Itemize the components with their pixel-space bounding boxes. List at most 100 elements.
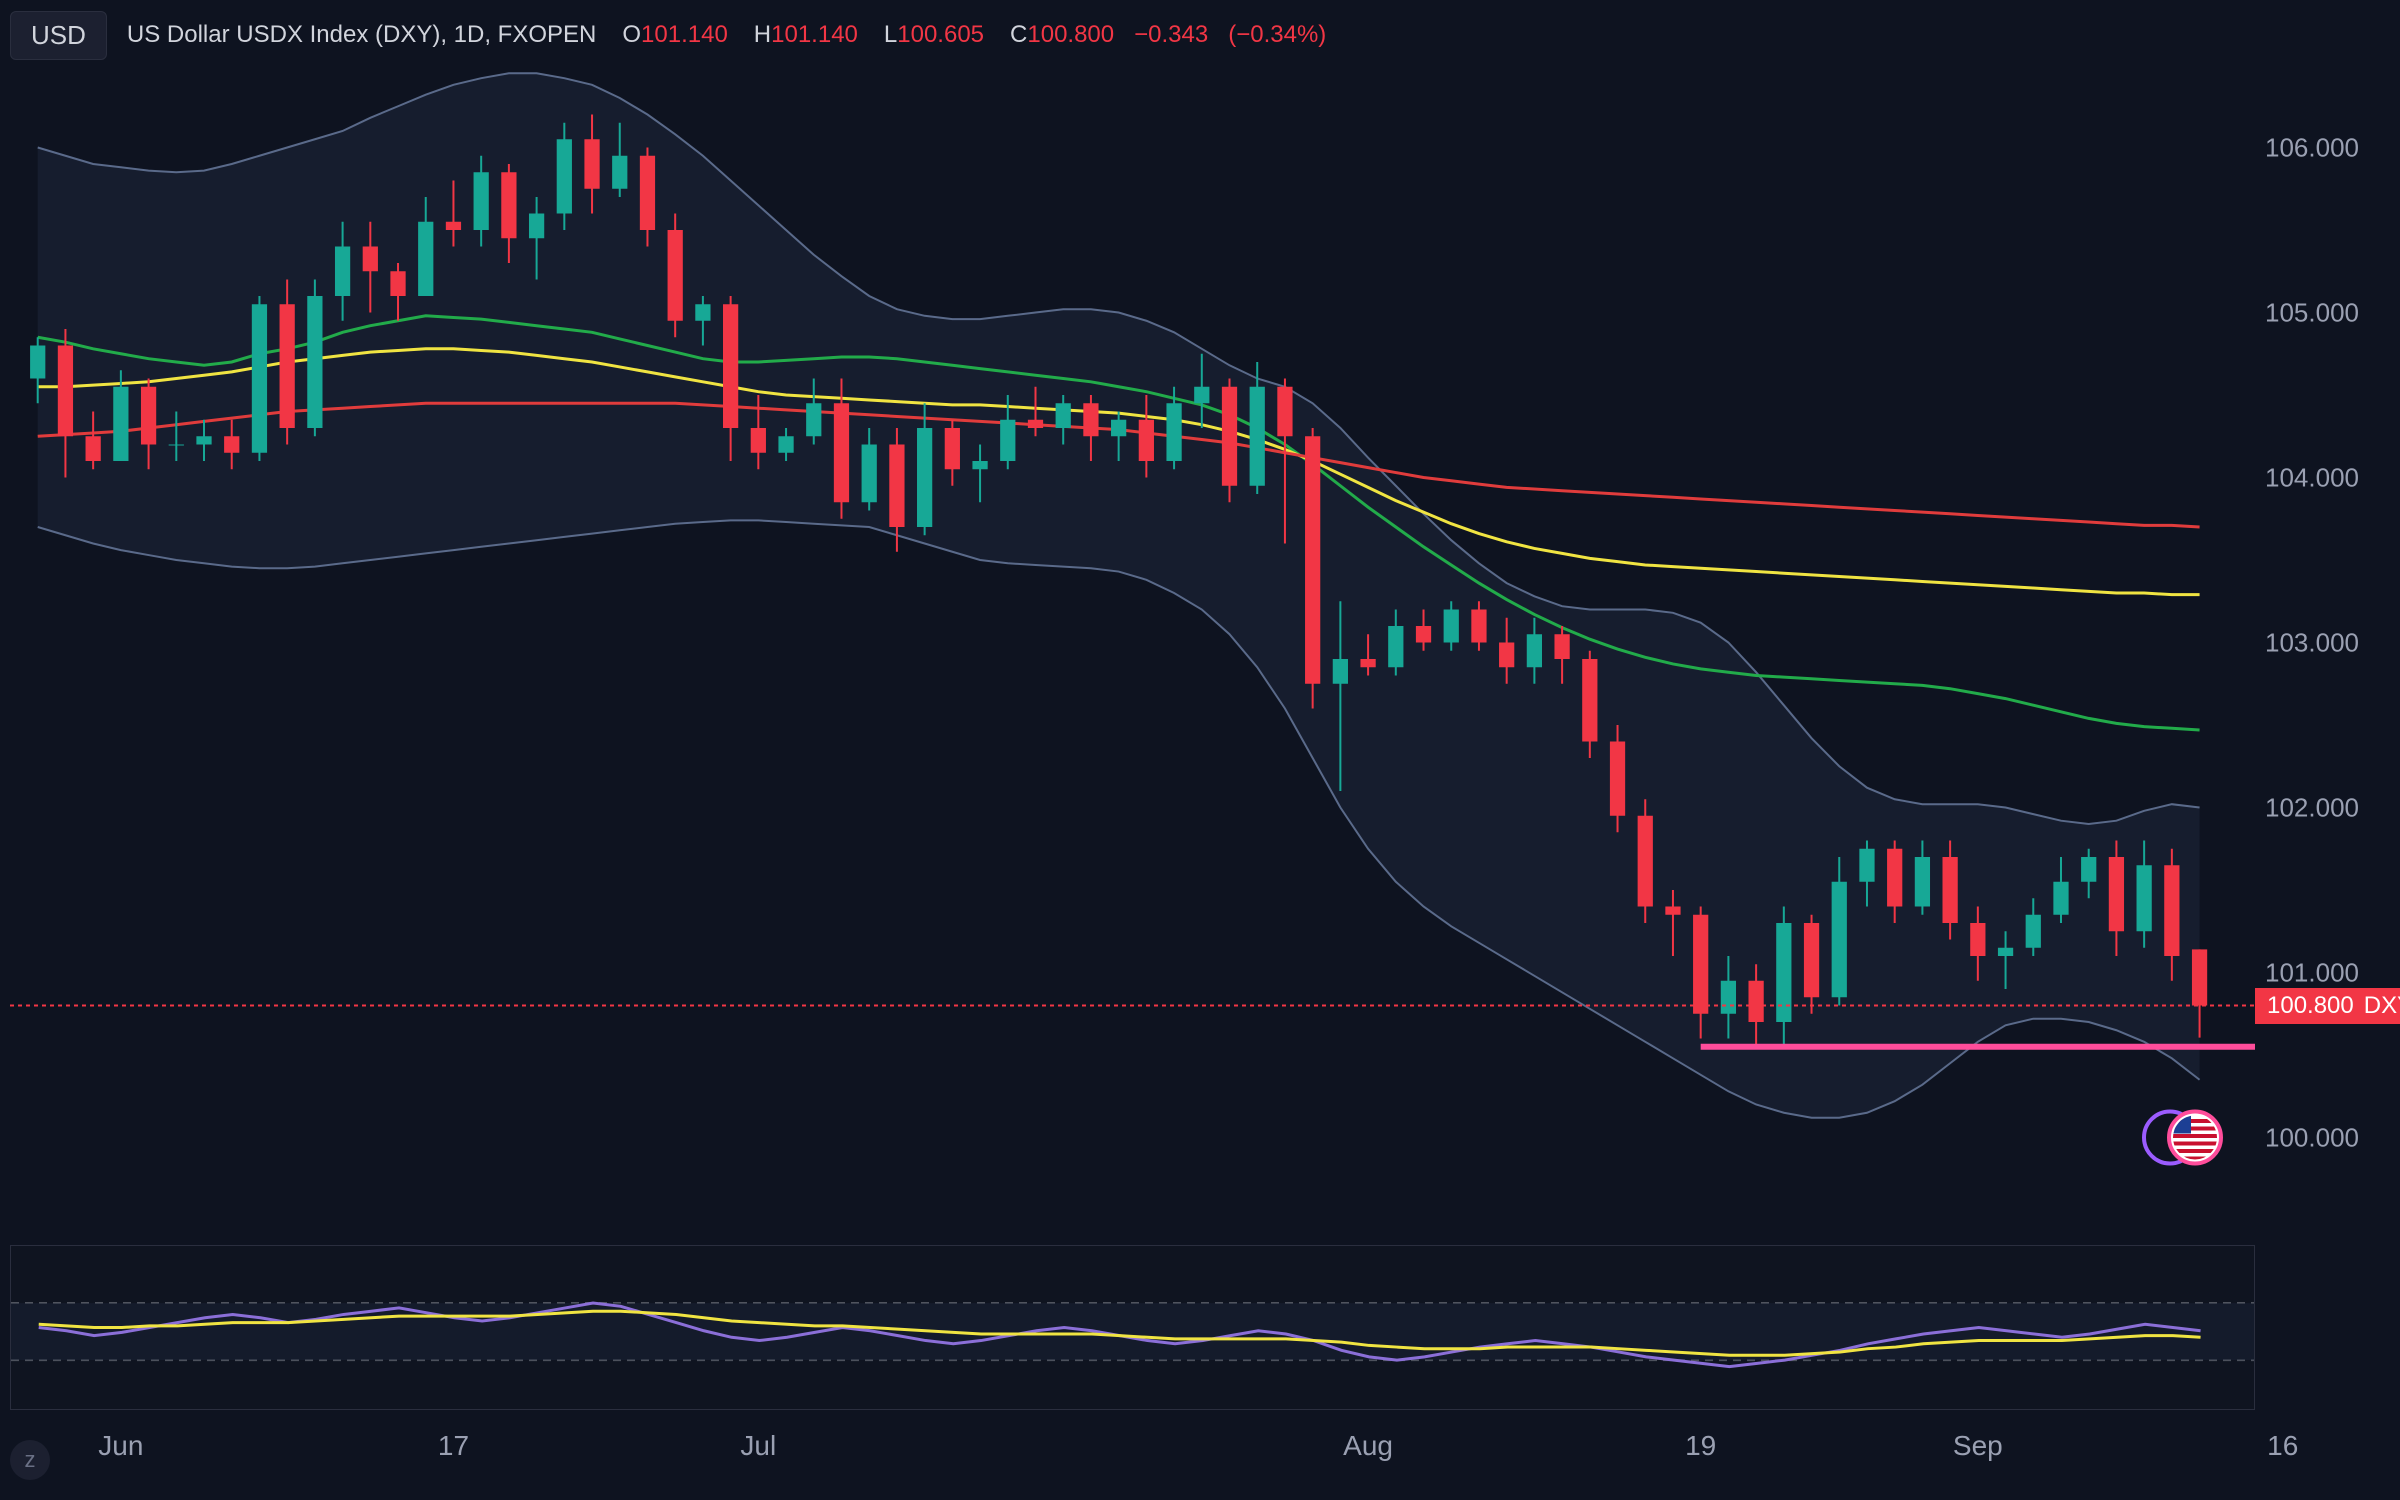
candle-body bbox=[723, 304, 738, 428]
timezone-button[interactable]: z bbox=[10, 1440, 50, 1480]
candle-body bbox=[1305, 436, 1320, 684]
candle-body bbox=[1665, 907, 1680, 915]
chart-header: USD US Dollar USDX Index (DXY), 1D, FXOP… bbox=[10, 10, 2390, 60]
candle-body bbox=[1222, 387, 1237, 486]
candle-body bbox=[1166, 403, 1181, 461]
bollinger-band-fill bbox=[38, 73, 2200, 1117]
candle-body bbox=[474, 172, 489, 230]
candle-body bbox=[196, 436, 211, 444]
candle-body bbox=[418, 222, 433, 296]
candle-body bbox=[751, 428, 766, 453]
candle-body bbox=[1056, 403, 1071, 428]
candle-body bbox=[1416, 626, 1431, 643]
candle-body bbox=[1887, 849, 1902, 907]
us-flag-icon[interactable] bbox=[2169, 1112, 2221, 1164]
candle-body bbox=[1139, 420, 1154, 461]
candle-body bbox=[141, 387, 156, 445]
x-axis-tick: Jul bbox=[740, 1430, 776, 1462]
ohlc-change-pct: (−0.34%) bbox=[1228, 21, 1326, 49]
candle-body bbox=[1582, 659, 1597, 742]
candle-body bbox=[584, 139, 599, 189]
candle-body bbox=[834, 403, 849, 502]
candle-body bbox=[2053, 882, 2068, 915]
y-axis-tick: 102.000 bbox=[2265, 792, 2359, 823]
candle-body bbox=[2164, 865, 2179, 956]
price-tag-value: 100.800 bbox=[2267, 992, 2354, 1020]
price-tag-symbol: DXY bbox=[2364, 992, 2400, 1020]
candle-body bbox=[390, 271, 405, 296]
candle-body bbox=[972, 461, 987, 469]
candle-body bbox=[862, 445, 877, 503]
chart-title: US Dollar USDX Index (DXY), 1D, FXOPEN bbox=[127, 21, 596, 49]
candle-body bbox=[1111, 420, 1126, 437]
last-price-tag: 100.800 DXY bbox=[2255, 988, 2400, 1024]
candle-body bbox=[695, 304, 710, 321]
candle-body bbox=[612, 156, 627, 189]
candle-body bbox=[1360, 659, 1375, 667]
y-axis-tick: 106.000 bbox=[2265, 132, 2359, 163]
candle-body bbox=[1527, 634, 1542, 667]
indicator-band-fill bbox=[11, 1303, 2254, 1360]
candle-body bbox=[2081, 857, 2096, 882]
candle-body bbox=[1610, 742, 1625, 816]
candle-body bbox=[1388, 626, 1403, 667]
y-axis[interactable]: 100.000 101.000 102.000 103.000 104.000 105.0… bbox=[2255, 65, 2400, 1220]
x-axis-tick: 19 bbox=[1685, 1430, 1716, 1462]
candle-body bbox=[1194, 387, 1209, 404]
candle-body bbox=[778, 436, 793, 453]
ohlc-high: H101.140 bbox=[748, 21, 858, 49]
candle-body bbox=[640, 156, 655, 230]
y-axis-tick: 100.000 bbox=[2265, 1122, 2359, 1153]
candle-body bbox=[1832, 882, 1847, 998]
ohlc-change: −0.343 bbox=[1134, 21, 1208, 49]
candle-body bbox=[2137, 865, 2152, 931]
candle-body bbox=[917, 428, 932, 527]
y-axis-tick: 104.000 bbox=[2265, 462, 2359, 493]
candle-body bbox=[1471, 610, 1486, 643]
candle-body bbox=[1444, 610, 1459, 643]
candle-body bbox=[1693, 915, 1708, 1014]
candle-body bbox=[806, 403, 821, 436]
ohlc-low: L100.605 bbox=[878, 21, 984, 49]
candle-body bbox=[1776, 923, 1791, 1022]
candle-body bbox=[169, 445, 184, 446]
candle-body bbox=[1000, 420, 1015, 461]
candle-body bbox=[446, 222, 461, 230]
candle-body bbox=[1915, 857, 1930, 907]
candle-body bbox=[113, 387, 128, 461]
y-axis-tick: 101.000 bbox=[2265, 957, 2359, 988]
x-axis[interactable]: Jun17JulAug19Sep16 bbox=[10, 1430, 2255, 1480]
candle-body bbox=[1804, 923, 1819, 997]
ohlc-close: C100.800 bbox=[1004, 21, 1114, 49]
candle-body bbox=[529, 214, 544, 239]
candle-body bbox=[252, 304, 267, 453]
candle-body bbox=[1638, 816, 1653, 907]
y-axis-tick: 105.000 bbox=[2265, 297, 2359, 328]
candle-body bbox=[1277, 387, 1292, 437]
candle-body bbox=[1554, 634, 1569, 659]
candle-body bbox=[2109, 857, 2124, 931]
candle-body bbox=[1943, 857, 1958, 923]
candle-body bbox=[501, 172, 516, 238]
candle-body bbox=[889, 445, 904, 528]
candle-body bbox=[86, 436, 101, 461]
x-axis-tick: Jun bbox=[98, 1430, 143, 1462]
indicator-pane[interactable] bbox=[10, 1245, 2255, 1410]
candle-body bbox=[363, 247, 378, 272]
x-axis-tick: Sep bbox=[1953, 1430, 2003, 1462]
candle-body bbox=[1998, 948, 2013, 956]
candle-body bbox=[1499, 643, 1514, 668]
price-chart-pane[interactable] bbox=[10, 65, 2255, 1220]
indicator-svg bbox=[11, 1246, 2254, 1409]
chart-svg bbox=[10, 65, 2255, 1220]
candle-body bbox=[2192, 949, 2207, 1005]
candle-body bbox=[1083, 403, 1098, 436]
candle-body bbox=[1333, 659, 1348, 684]
symbol-selector-button[interactable]: USD bbox=[10, 11, 107, 60]
candle-body bbox=[1859, 849, 1874, 882]
candle-body bbox=[557, 139, 572, 213]
candle-body bbox=[945, 428, 960, 469]
y-axis-tick: 103.000 bbox=[2265, 627, 2359, 658]
candle-body bbox=[668, 230, 683, 321]
candle-body bbox=[1970, 923, 1985, 956]
